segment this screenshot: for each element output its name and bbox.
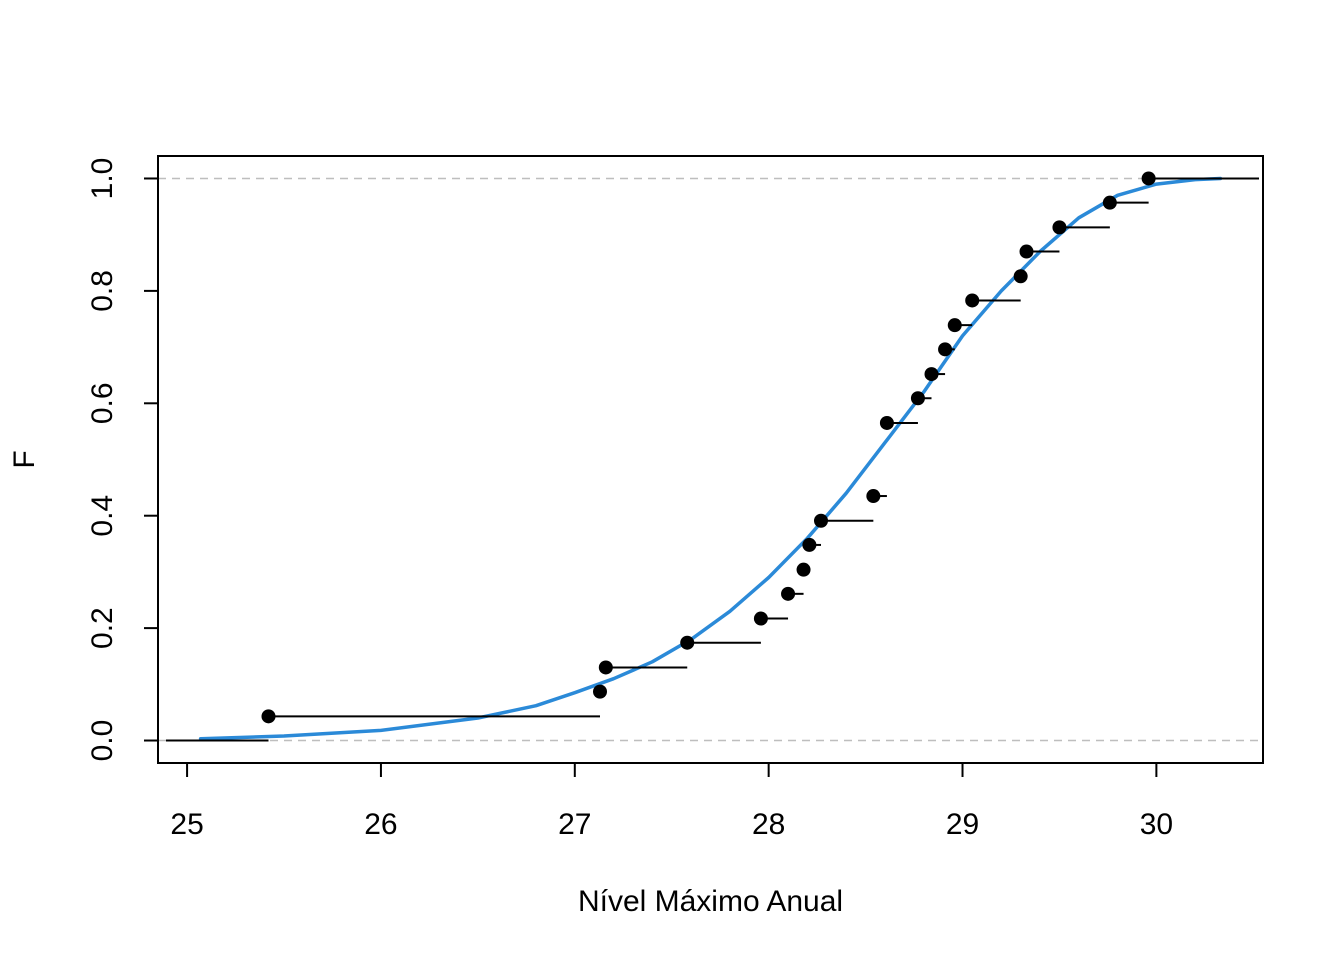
- ecdf-point: [1141, 171, 1156, 186]
- ecdf-point: [924, 367, 939, 382]
- ecdf-point: [1102, 195, 1117, 210]
- y-axis-title: F: [8, 450, 41, 468]
- plot-frame: [157, 155, 1264, 764]
- ecdf-point: [866, 489, 881, 504]
- y-tick-label: 0.4: [86, 495, 119, 537]
- ecdf-point: [938, 342, 953, 357]
- ecdf-point: [965, 293, 980, 308]
- x-tick-label: 30: [1140, 808, 1173, 841]
- x-tick-label: 27: [558, 808, 591, 841]
- ecdf-point: [879, 415, 894, 430]
- x-axis: 25 26 27 28 29 30: [170, 762, 1173, 841]
- y-tick-label: 0.2: [86, 607, 119, 649]
- fitted-curve-layer: [198, 176, 1223, 741]
- ecdf-point: [1019, 244, 1034, 259]
- y-tick-label: 1.0: [86, 158, 119, 200]
- x-tick-label: 26: [364, 808, 397, 841]
- ecdf-point: [814, 513, 828, 528]
- ecdf-point: [1052, 220, 1067, 235]
- ecdf-point: [910, 391, 925, 406]
- x-tick-label: 28: [752, 808, 785, 841]
- y-axis: 0.0 0.2 0.4 0.6 0.8 1.0: [86, 158, 159, 762]
- y-tick-label: 0.6: [86, 382, 119, 424]
- x-tick-label: 29: [946, 808, 979, 841]
- ecdf-point: [593, 684, 607, 699]
- ecdf-point: [802, 537, 817, 552]
- x-axis-title: Nível Máximo Anual: [578, 885, 843, 918]
- ecdf-point: [261, 709, 276, 724]
- ecdf-point: [680, 635, 695, 650]
- ecdf-point: [947, 318, 962, 333]
- y-tick-label: 0.8: [86, 270, 119, 312]
- ecdf-point: [781, 586, 796, 601]
- ecdf-point: [1013, 269, 1028, 284]
- ecdf-point: [753, 611, 768, 626]
- reference-lines: [158, 177, 1263, 742]
- ecdf-point: [796, 562, 811, 577]
- ecdf-steps-layer: [166, 177, 1259, 742]
- fitted-cdf-curve: [198, 176, 1223, 741]
- x-tick-label: 25: [170, 808, 203, 841]
- ecdf-points-layer: [261, 171, 1156, 724]
- ecdf-point: [598, 660, 613, 675]
- y-tick-label: 0.0: [86, 720, 119, 762]
